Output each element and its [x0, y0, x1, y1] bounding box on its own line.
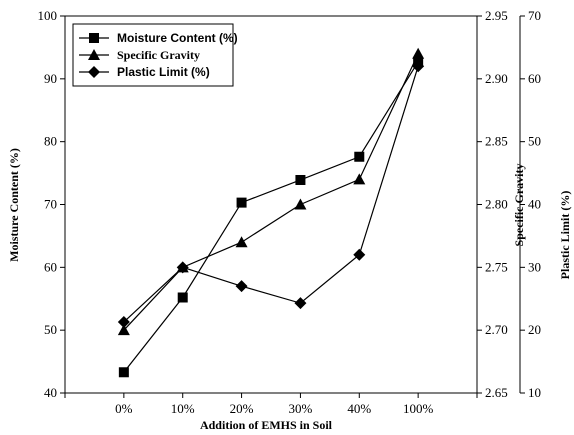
x-axis-tick-label: 0% [115, 401, 133, 416]
legend-item-moisture-content: Moisture Content (%) [79, 31, 238, 45]
x-axis-tick-label: 100% [403, 401, 434, 416]
legend-label: Specific Gravity [117, 48, 200, 62]
legend-marker [88, 66, 100, 78]
left-axis-tick-label: 50 [44, 322, 57, 337]
specific-gravity-tick-label: 2.85 [485, 134, 508, 149]
data-point-plastic-limit [235, 280, 248, 293]
plastic-limit-tick-label: 20 [528, 322, 541, 337]
x-axis-title: Addition of EMHS in Soil [200, 418, 333, 432]
left-axis-tick-label: 90 [44, 71, 57, 86]
data-point-plastic-limit [294, 297, 307, 310]
data-point-plastic-limit [353, 248, 366, 261]
series-layer [117, 47, 425, 378]
plastic-limit-tick-label: 10 [528, 385, 541, 400]
series-line-moisture-content [123, 61, 419, 373]
series-line-plastic-limit [123, 66, 419, 323]
plastic-limit-tick-label: 70 [528, 8, 541, 23]
left-axis-tick-label: 40 [44, 385, 57, 400]
specific-gravity-tick-label: 2.75 [485, 259, 508, 274]
series-plastic-limit [117, 60, 425, 328]
data-point-plastic-limit [176, 261, 189, 274]
data-point-plastic-limit [117, 315, 130, 328]
specific-gravity-tick-label: 2.95 [485, 8, 508, 23]
data-point-moisture-content [354, 151, 365, 162]
legend-item-specific-gravity: Specific Gravity [79, 48, 200, 62]
left-axis-tick-label: 70 [44, 197, 57, 212]
data-point-specific-gravity [412, 47, 425, 59]
legend-label: Plastic Limit (%) [117, 65, 210, 79]
plastic-limit-axis-title: Plastic Limit (%) [558, 191, 572, 280]
data-point-moisture-content [177, 292, 188, 303]
legend-label: Moisture Content (%) [117, 31, 238, 45]
data-point-moisture-content [236, 197, 247, 208]
x-axis-tick-label: 30% [289, 401, 313, 416]
data-point-specific-gravity [117, 324, 130, 336]
data-point-moisture-content [295, 174, 306, 185]
plastic-limit-tick-label: 60 [528, 71, 541, 86]
plastic-limit-tick-label: 30 [528, 259, 541, 274]
series-moisture-content [118, 56, 424, 378]
plastic-limit-tick-label: 40 [528, 197, 541, 212]
data-point-plastic-limit [412, 60, 425, 73]
data-point-specific-gravity [353, 173, 366, 185]
legend-marker [88, 49, 100, 60]
axes-layer: 40 50 60 70 80 90 100 2.65 2.70 2.75 2.80 2.85 2.90 2… [38, 8, 542, 416]
specific-gravity-tick-label: 2.65 [485, 385, 508, 400]
left-axis-tick-label: 80 [44, 134, 57, 149]
left-axis-title: Moisture Content (%) [7, 148, 21, 262]
specific-gravity-tick-label: 2.80 [485, 197, 508, 212]
left-axis-tick-label: 60 [44, 259, 57, 274]
legend-item-plastic-limit: Plastic Limit (%) [79, 65, 210, 79]
specific-gravity-tick-label: 2.70 [485, 322, 508, 337]
x-axis-tick-label: 40% [347, 401, 371, 416]
series-line-specific-gravity [123, 53, 419, 331]
x-axis-tick-label: 20% [230, 401, 254, 416]
plastic-limit-tick-label: 50 [528, 134, 541, 149]
data-point-moisture-content [118, 367, 129, 378]
specific-gravity-tick-label: 2.90 [485, 71, 508, 86]
specific-gravity-axis-title: Specific Gravity [512, 164, 526, 247]
left-axis-tick-label: 100 [38, 8, 58, 23]
legend-marker [89, 33, 99, 43]
x-axis-tick-label: 10% [171, 401, 195, 416]
legend: Moisture Content (%) Specific Gravity Plas… [72, 23, 238, 87]
data-point-specific-gravity [235, 236, 248, 248]
data-point-specific-gravity [294, 198, 307, 210]
